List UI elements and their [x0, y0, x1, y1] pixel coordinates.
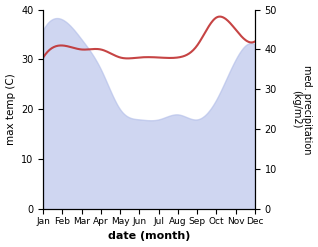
- Y-axis label: max temp (C): max temp (C): [5, 74, 16, 145]
- Y-axis label: med. precipitation
(kg/m2): med. precipitation (kg/m2): [291, 65, 313, 154]
- X-axis label: date (month): date (month): [108, 231, 190, 242]
